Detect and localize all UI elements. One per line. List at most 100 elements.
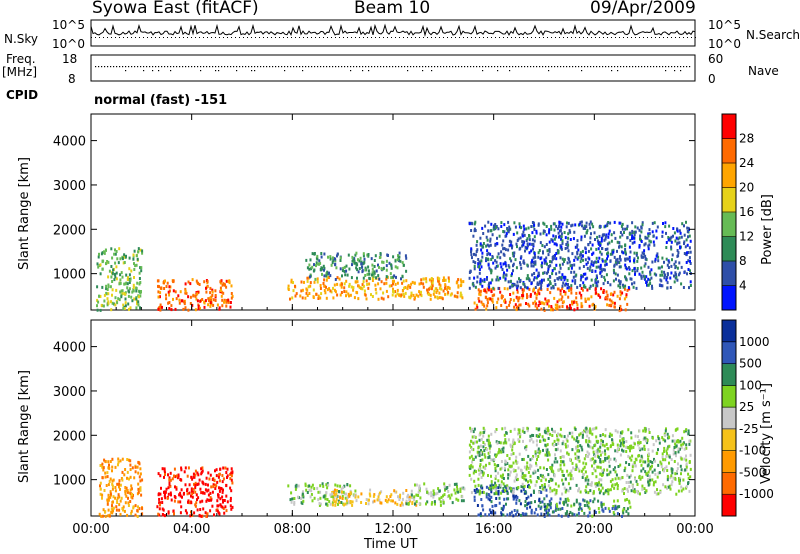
data-cell [157,307,160,311]
data-cell [325,502,328,506]
data-cell [385,277,388,281]
nsearch-axis-top: 10^5 [708,18,741,32]
data-cell [619,444,622,448]
data-cell [220,294,223,298]
data-cell [289,297,291,301]
data-cell [638,244,641,247]
data-cell [594,454,597,458]
data-cell [623,487,626,491]
data-cell [224,505,227,509]
data-cell [604,456,607,460]
data-cell [183,302,186,306]
data-cell [329,274,332,278]
data-cell [647,463,650,467]
data-cell [497,489,500,493]
data-cell [662,483,665,487]
data-cell [527,302,530,306]
data-cell [566,451,569,455]
data-cell [525,239,528,242]
nsearch-dot [603,37,604,38]
data-cell [213,479,216,483]
nsearch-dot [267,37,268,38]
data-cell [628,255,631,259]
data-cell [643,447,646,451]
data-cell [557,250,560,253]
data-cell [352,288,355,292]
data-cell [130,495,133,499]
data-cell [294,284,296,288]
data-cell [180,299,183,303]
data-cell [642,255,645,259]
data-cell [341,490,343,494]
data-cell [512,291,515,295]
data-cell [590,295,593,299]
data-cell [668,461,670,465]
data-cell [684,245,687,249]
data-cell [554,457,557,461]
data-cell [625,498,628,501]
data-cell [665,257,668,261]
data-cell [430,502,433,506]
velocity-scatter [98,426,692,518]
data-cell [225,299,228,302]
data-cell [561,305,564,308]
data-cell [575,463,578,467]
data-cell [158,497,161,501]
data-cell [508,239,511,243]
data-cell [159,303,162,307]
data-cell [622,508,625,512]
data-cell [526,465,529,469]
data-cell [411,280,414,284]
data-cell [648,243,651,247]
data-cell [518,452,521,456]
freq-dot [536,66,538,68]
data-cell [535,229,538,233]
data-cell [492,227,495,231]
data-cell [491,511,494,515]
data-cell [127,294,130,298]
data-cell [107,275,110,279]
data-cell [543,429,546,433]
data-cell [182,492,185,496]
data-cell [307,276,310,280]
data-cell [561,257,564,261]
data-cell [558,501,561,505]
data-cell [651,260,654,264]
data-cell [560,434,563,438]
nsearch-dot [303,37,304,38]
data-cell [451,501,454,505]
freq-dot [161,66,163,68]
freq-dot [197,66,199,68]
data-cell [488,244,491,248]
data-cell [625,293,628,297]
freq-dot [518,66,520,68]
data-cell [167,473,169,477]
data-cell [382,291,385,295]
data-cell [156,505,159,509]
data-cell [488,498,491,502]
data-cell [544,453,547,457]
data-cell [572,237,575,241]
nsearch-dot [539,37,540,38]
data-cell [617,279,620,283]
freq-dot [269,66,271,68]
data-cell [431,281,434,285]
nsearch-dot [451,37,452,38]
data-cell [489,243,492,247]
data-cell [217,475,220,479]
data-cell [532,471,535,475]
data-cell [334,500,337,504]
data-cell [530,249,533,253]
data-cell [527,454,530,458]
data-cell [674,451,677,455]
data-cell [164,279,166,283]
data-cell [687,476,690,480]
data-cell [174,475,177,479]
data-cell [473,488,476,492]
data-cell [515,498,518,502]
data-cell [390,263,393,267]
data-cell [135,297,138,301]
data-cell [116,301,119,305]
data-cell [453,294,456,298]
nave-dot [236,70,238,72]
